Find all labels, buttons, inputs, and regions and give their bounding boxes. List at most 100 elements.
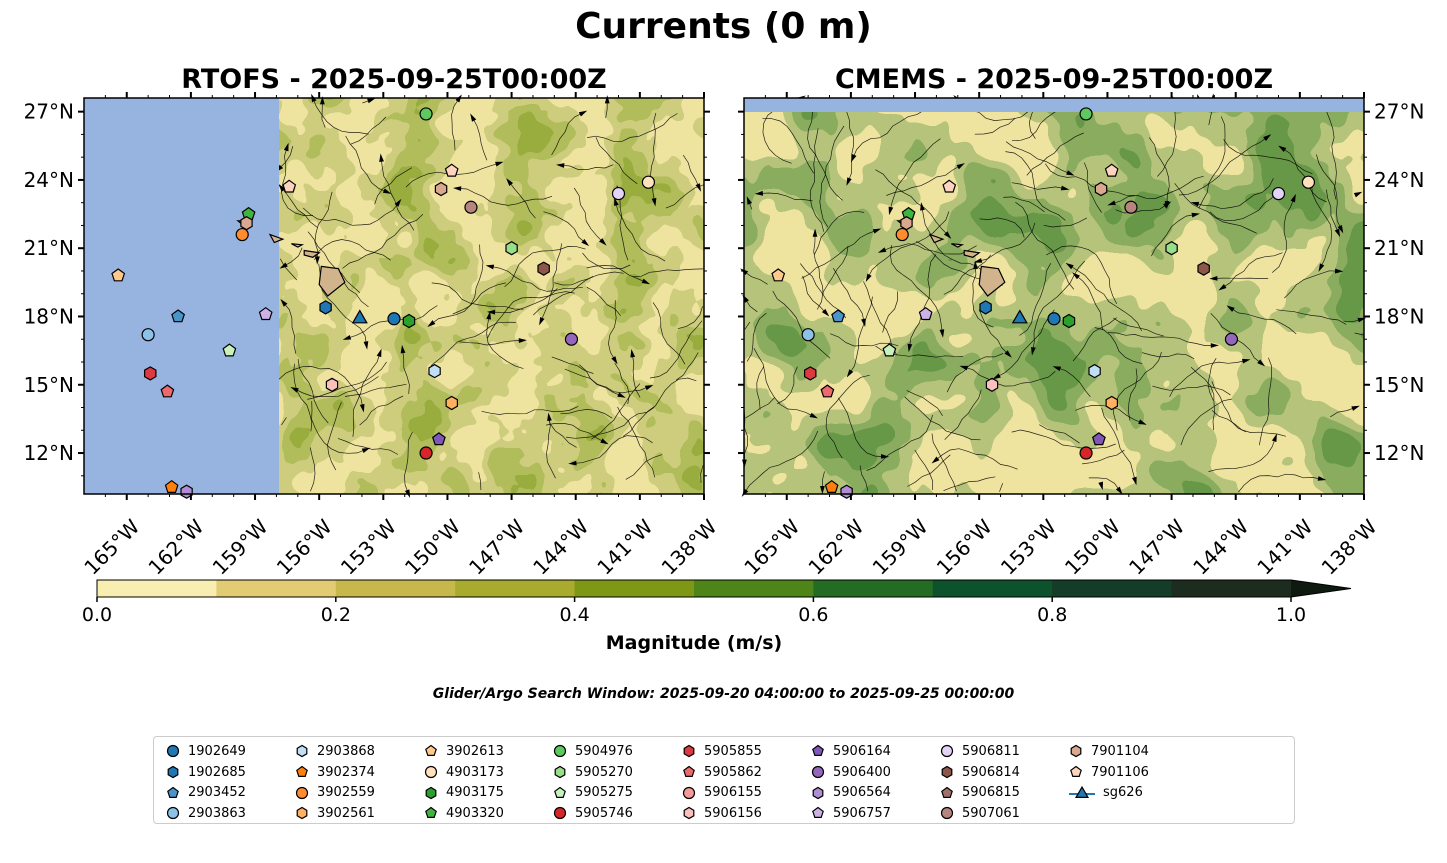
float-7901104: [900, 216, 913, 231]
float-2903863: [801, 328, 815, 342]
float-2903452: [171, 309, 186, 323]
lon-tick-label: 159°W: [868, 514, 933, 579]
hexagon-marker-icon: [1070, 745, 1082, 758]
legend-item: 5905270: [553, 762, 633, 783]
float-3902561: [1105, 395, 1119, 411]
float-7901106: [942, 179, 957, 193]
lat-tick-label: 21°N: [1374, 236, 1424, 260]
float-5905746: [1079, 446, 1093, 460]
legend-item: 3902374: [295, 762, 375, 783]
lon-tick-label: 162°W: [803, 514, 868, 579]
circle-marker-icon: [424, 765, 438, 779]
circle-marker-icon: [553, 807, 567, 820]
legend-item: 3902559: [295, 782, 375, 803]
pentagon-marker-icon: [296, 765, 308, 778]
lat-tick-label: 12°N: [1374, 441, 1424, 465]
legend-marker: [296, 765, 308, 778]
legend-label: 5906164: [833, 743, 891, 759]
colorbar-extend-arrow: [1291, 580, 1351, 597]
float-markers: [111, 107, 656, 499]
lon-tick-label: 159°W: [208, 514, 273, 579]
legend-item: 4903175: [424, 782, 504, 803]
colorbar-segment: [335, 580, 456, 597]
legend-label: 5906811: [962, 743, 1020, 759]
lon-tick-label: 138°W: [1317, 514, 1382, 579]
float-5905862: [160, 384, 175, 398]
lon-tick-label: 150°W: [1060, 514, 1125, 579]
legend-marker: [167, 765, 179, 779]
legend-label: 5905270: [575, 764, 633, 780]
float-4903173: [641, 175, 656, 189]
lon-tick-label: 144°W: [528, 514, 593, 579]
legend-marker: [1070, 765, 1082, 778]
legend-label: sg626: [1103, 785, 1143, 801]
colorbar-segment: [216, 580, 337, 597]
colorbar-segment: [932, 580, 1053, 597]
legend-label: 4903173: [446, 764, 504, 780]
legend-label: 5907061: [962, 805, 1020, 821]
float-4903175: [1062, 313, 1076, 329]
colorbar-tick-label: 0.6: [798, 604, 829, 626]
legend-item: 5905275: [553, 782, 633, 803]
legend-marker: [812, 807, 824, 819]
lon-tick-label: 138°W: [657, 514, 722, 579]
legend-item: 5906811: [940, 741, 1020, 762]
lat-tick-label: 27°N: [1374, 100, 1424, 124]
legend-marker: [425, 807, 437, 819]
legend-marker: [812, 745, 824, 757]
float-5906156: [985, 377, 999, 392]
circle-marker-icon: [166, 807, 180, 820]
float-5906564: [840, 484, 853, 499]
magnitude-field: [744, 98, 1364, 494]
float-5906814: [1197, 261, 1210, 276]
lat-tick-label: 24°N: [1374, 168, 1424, 192]
hexagon-marker-icon: [941, 765, 953, 779]
legend-marker: [683, 745, 695, 758]
circle-marker-icon: [166, 745, 180, 758]
pentagon-marker-icon: [425, 745, 437, 757]
float-5906164: [1091, 432, 1106, 446]
legend-label: 5906815: [962, 785, 1020, 801]
pentagon-marker-icon: [812, 807, 824, 819]
pentagon-marker-icon: [683, 765, 695, 778]
lon-tick-label: 141°W: [592, 514, 657, 579]
circle-marker-icon: [295, 786, 309, 799]
legend-marker: [1070, 745, 1082, 758]
float-5905855: [144, 366, 157, 381]
legend-item: 3902613: [424, 741, 504, 762]
float-markers: [771, 107, 1316, 499]
float-7901104: [1094, 181, 1108, 197]
float-5905855: [803, 366, 817, 381]
hexagon-marker-icon: [296, 807, 308, 820]
legend-label: 7901104: [1091, 743, 1149, 759]
float-5907061: [1124, 200, 1138, 214]
legend-label: 5906757: [833, 805, 891, 821]
lon-tick-label: 165°W: [79, 514, 144, 579]
legend-column: 5904976 5905270 5905275 5905746: [553, 741, 633, 824]
float-5906757: [258, 306, 273, 321]
legend-label: 3902561: [317, 805, 375, 821]
colorbar-tick-label: 0.2: [320, 604, 351, 626]
legend-item: 5906400: [811, 762, 891, 783]
float-sg626: [351, 309, 368, 324]
lon-tick-label: 153°W: [336, 514, 401, 579]
pentagon-marker-icon: [1070, 765, 1082, 778]
circle-marker-icon: [682, 786, 696, 799]
colorbar-segment: [574, 580, 695, 597]
legend-column: 1902649 1902685 2903452 2903863: [166, 741, 246, 824]
legend-marker: [812, 786, 824, 799]
legend-item: 5905746: [553, 803, 633, 824]
legend-item: 5906814: [940, 762, 1020, 783]
pentagon-marker-icon: [812, 745, 824, 757]
legend-marker: [553, 745, 567, 758]
legend-marker: [683, 807, 695, 820]
legend-marker: [941, 765, 953, 779]
legend-item: 5905855: [682, 741, 762, 762]
legend-label: 3902374: [317, 764, 375, 780]
float-2903452: [831, 309, 846, 323]
colorbar-tick-label: 0.4: [559, 604, 590, 626]
map-frame: [743, 97, 1365, 495]
